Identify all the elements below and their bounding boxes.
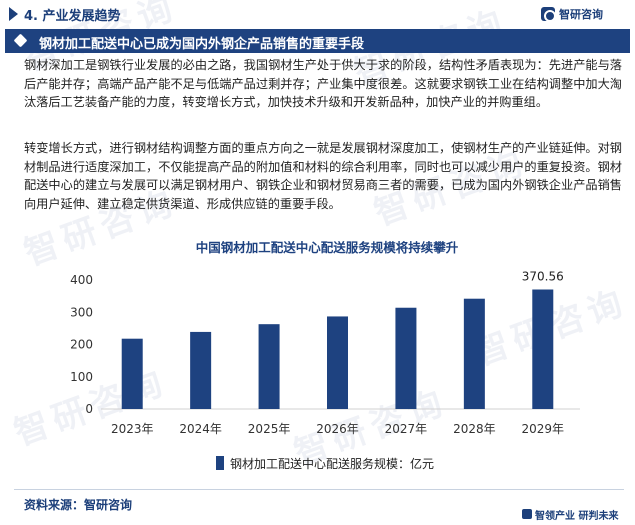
- bar: [190, 331, 212, 409]
- y-tick-label: 300: [70, 305, 93, 319]
- x-tick-label: 2026年: [316, 422, 359, 436]
- bar: [327, 316, 348, 409]
- bar: [463, 298, 485, 409]
- bar: [258, 324, 280, 409]
- legend-label: 钢材加工配送中心配送服务规模：亿元: [230, 456, 434, 471]
- footer-slogan: 智领产业 研判未来: [535, 510, 619, 522]
- logo-icon: [541, 7, 556, 22]
- x-tick-label: 2023年: [111, 422, 154, 436]
- source-note: 资料来源：智研咨询: [24, 498, 133, 512]
- footer-divider: [14, 489, 624, 490]
- arrow-icon: [9, 7, 18, 21]
- x-tick-label: 2027年: [385, 422, 428, 436]
- y-tick-label: 400: [70, 273, 93, 287]
- diamond-icon: [13, 33, 28, 48]
- x-tick-label: 2029年: [522, 422, 565, 436]
- chart-title: 中国钢材加工配送中心配送服务规模将持续攀升: [196, 240, 459, 255]
- x-tick-label: 2024年: [179, 422, 222, 436]
- footer-brand: 智领产业 研判未来: [522, 506, 618, 522]
- body-paragraph-1: 钢材深加工是钢铁行业发展的必由之路，我国钢材生产处于供大于求的阶段，结构性矛盾表…: [24, 58, 622, 109]
- title-banner: 钢材加工配送中心已成为国内外钢企产品销售的重要手段: [5, 29, 630, 53]
- bar: [121, 338, 143, 409]
- section-header: 4. 产业发展趋势 智研咨询: [0, 0, 635, 28]
- body-paragraph-2: 转变增长方式，进行钢材结构调整方面的重点方向之一就是发展钢材深度加工，使钢材生产…: [24, 141, 622, 211]
- brand-logo: 智研咨询: [541, 5, 603, 23]
- y-tick-label: 0: [85, 402, 93, 416]
- logo-text: 智研咨询: [559, 8, 603, 21]
- y-tick-label: 100: [70, 370, 93, 384]
- brand-icon: [522, 509, 532, 519]
- legend-swatch: [216, 456, 224, 470]
- y-tick-label: 200: [70, 338, 93, 352]
- bar-chart: 中国钢材加工配送中心配送服务规模将持续攀升 0 100 200 300 400 2023年 2…: [0, 233, 635, 488]
- bar: [395, 307, 417, 409]
- data-label: 370.56: [522, 269, 564, 283]
- chart-canvas: 中国钢材加工配送中心配送服务规模将持续攀升 0 100 200 300 400 2023年 2…: [70, 240, 580, 471]
- section-title: 4. 产业发展趋势: [24, 9, 121, 24]
- bar: [532, 289, 554, 409]
- banner-title: 钢材加工配送中心已成为国内外钢企产品销售的重要手段: [39, 37, 365, 52]
- x-tick-label: 2025年: [248, 422, 291, 436]
- x-tick-label: 2028年: [453, 422, 496, 436]
